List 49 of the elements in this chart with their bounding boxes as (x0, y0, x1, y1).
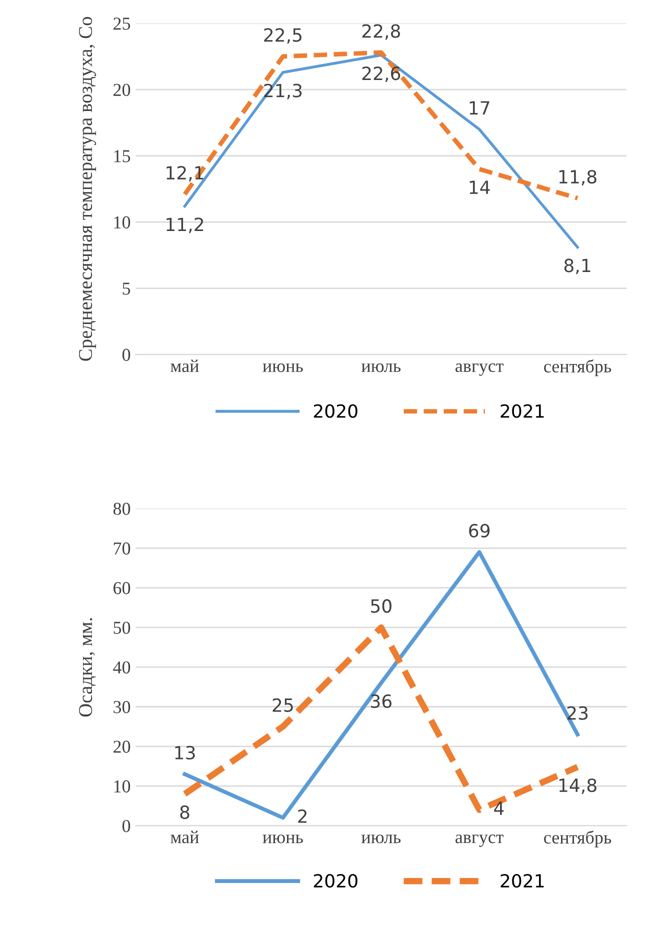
data-label: 22,8 (362, 24, 400, 40)
x-tick-label: июнь (262, 834, 303, 844)
y-tick-label: 5 (122, 282, 130, 295)
y-tick-label: 10 (114, 216, 130, 228)
data-label: 17 (470, 101, 490, 114)
data-label: 25 (272, 698, 293, 712)
x-tick-label: июнь (262, 363, 303, 372)
x-tick-label: май (170, 360, 199, 372)
y-tick-label: 0 (122, 820, 130, 832)
data-label: 14,8 (559, 778, 596, 794)
y-tick-label: 70 (114, 542, 130, 555)
x-tick-label: август (456, 363, 504, 376)
data-label: 23 (567, 706, 588, 720)
x-tick-label: июль (361, 834, 401, 844)
data-label: 8 (180, 805, 190, 820)
data-label: 2 (298, 809, 307, 823)
y-tick-label: 20 (114, 84, 130, 96)
data-label: 69 (469, 524, 490, 538)
y-tick-label: 40 (113, 661, 130, 674)
y-tick-label: 10 (114, 780, 130, 792)
x-tick-label: май (170, 830, 199, 844)
legend-label: 2021 (500, 404, 544, 418)
data-label: 36 (371, 694, 392, 708)
data-label: 22,5 (264, 28, 302, 44)
y-tick-label: 30 (114, 701, 130, 714)
y-axis-title: Среднемесячная температура воздуха, Со (79, 17, 96, 361)
y-tick-label: 25 (114, 18, 130, 30)
legend-label: 2021 (500, 874, 544, 888)
x-tick-label: август (456, 834, 504, 847)
y-tick-label: 60 (114, 582, 130, 594)
x-tick-label: сентябрь (544, 830, 612, 848)
legend-label: 2020 (314, 404, 358, 418)
y-tick-label: 20 (114, 740, 130, 753)
data-label: 14 (470, 180, 490, 194)
x-tick-label: сентябрь (544, 359, 612, 376)
x-tick-label: июль (361, 363, 401, 372)
y-tick-label: 50 (114, 622, 130, 634)
legend-label: 2020 (314, 874, 358, 888)
data-label: 22,6 (362, 66, 400, 82)
y-tick-label: 15 (114, 150, 130, 162)
y-tick-label: 0 (122, 348, 130, 361)
y-axis-title: Осадки, мм. (79, 618, 96, 717)
data-label: 50 (371, 599, 392, 613)
data-label: 13 (175, 746, 195, 760)
data-label: 4 (494, 802, 504, 815)
y-tick-label: 80 (113, 502, 130, 515)
data-label: 11,8 (559, 170, 596, 186)
data-label: 11,2 (166, 218, 204, 234)
data-label: 8,1 (564, 258, 590, 274)
